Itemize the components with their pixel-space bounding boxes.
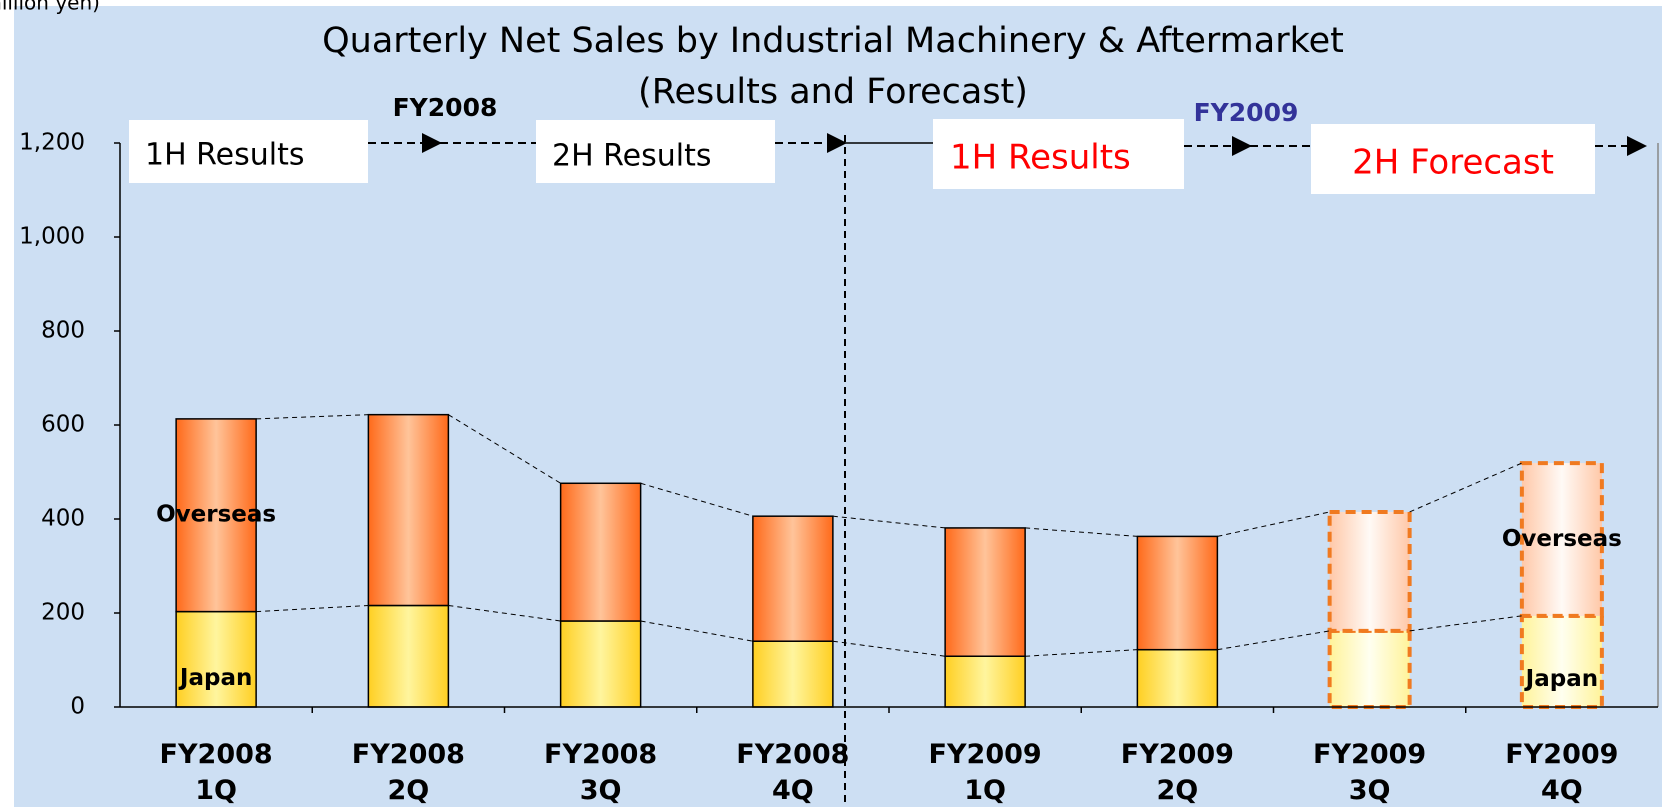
bar-segment bbox=[1519, 461, 1604, 618]
x-tick-label: FY2009 1Q bbox=[929, 739, 1042, 806]
y-tick-label: 600 bbox=[41, 412, 85, 438]
connector-line bbox=[832, 515, 946, 529]
y-tick-label: 1,200 bbox=[19, 130, 85, 156]
bar-segment bbox=[559, 620, 642, 708]
period-label: 1H Results bbox=[145, 138, 305, 173]
bar-segment bbox=[367, 604, 450, 708]
connector-line bbox=[1217, 630, 1330, 651]
connector-line bbox=[256, 604, 369, 613]
x-tick-label: FY2008 3Q bbox=[544, 739, 657, 806]
bar-segment bbox=[1136, 535, 1219, 651]
bar-segment bbox=[559, 482, 642, 622]
bar-segment bbox=[752, 515, 834, 642]
y-tick-label: 200 bbox=[41, 600, 85, 626]
period-box bbox=[1311, 124, 1595, 194]
bar-segment bbox=[367, 413, 450, 607]
period-label: 2H Results bbox=[552, 139, 712, 174]
period-box bbox=[933, 119, 1184, 189]
x-tick-label: FY2009 3Q bbox=[1313, 739, 1426, 806]
connector-line bbox=[1409, 462, 1523, 513]
series-label: Overseas bbox=[156, 502, 276, 528]
x-tick-label: FY2009 4Q bbox=[1505, 739, 1618, 806]
x-tick-label: FY2008 2Q bbox=[352, 739, 465, 806]
connector-line bbox=[832, 640, 946, 657]
bar-segment bbox=[1327, 509, 1412, 633]
connector-line bbox=[1217, 511, 1330, 537]
connector-line bbox=[448, 604, 561, 622]
period-box bbox=[536, 120, 775, 183]
bar-segment bbox=[944, 527, 1026, 657]
connector-line bbox=[640, 482, 754, 517]
connector-line bbox=[1409, 615, 1522, 632]
series-label: Japan bbox=[1524, 666, 1598, 692]
chart-title: Quarterly Net Sales by Industrial Machin… bbox=[322, 21, 1344, 61]
connector-line bbox=[1025, 649, 1138, 657]
connector-line bbox=[1025, 527, 1138, 537]
y-tick-label: 400 bbox=[41, 506, 85, 532]
bar-segment bbox=[752, 640, 834, 708]
bar-segment bbox=[944, 655, 1026, 708]
x-tick-label: FY2008 4Q bbox=[736, 739, 849, 806]
fy-label: FY2008 bbox=[393, 93, 498, 122]
bar-segment bbox=[1136, 648, 1219, 708]
period-label: 1H Results bbox=[950, 138, 1131, 178]
x-tick-label: FY2008 1Q bbox=[160, 739, 273, 806]
chart-subtitle: (Results and Forecast) bbox=[638, 72, 1028, 112]
period-box bbox=[129, 120, 368, 183]
series-label: Overseas bbox=[1502, 526, 1622, 552]
y-tick-label: 800 bbox=[41, 318, 85, 344]
period-label: 2H Forecast bbox=[1352, 143, 1554, 183]
connector-line bbox=[256, 414, 369, 420]
unit-label: (100 million yen) bbox=[0, 0, 100, 15]
bar-segment bbox=[175, 418, 257, 613]
bar-segment bbox=[1519, 613, 1604, 710]
connector-line bbox=[640, 620, 753, 642]
y-tick-label: 1,000 bbox=[19, 224, 85, 250]
y-tick-label: 0 bbox=[70, 694, 85, 720]
bar-segment bbox=[175, 610, 257, 708]
bar-segment bbox=[1327, 628, 1412, 709]
fy-label: FY2009 bbox=[1194, 98, 1299, 127]
series-label: Japan bbox=[178, 665, 252, 691]
x-tick-label: FY2009 2Q bbox=[1121, 739, 1234, 806]
connector-line bbox=[448, 414, 561, 484]
